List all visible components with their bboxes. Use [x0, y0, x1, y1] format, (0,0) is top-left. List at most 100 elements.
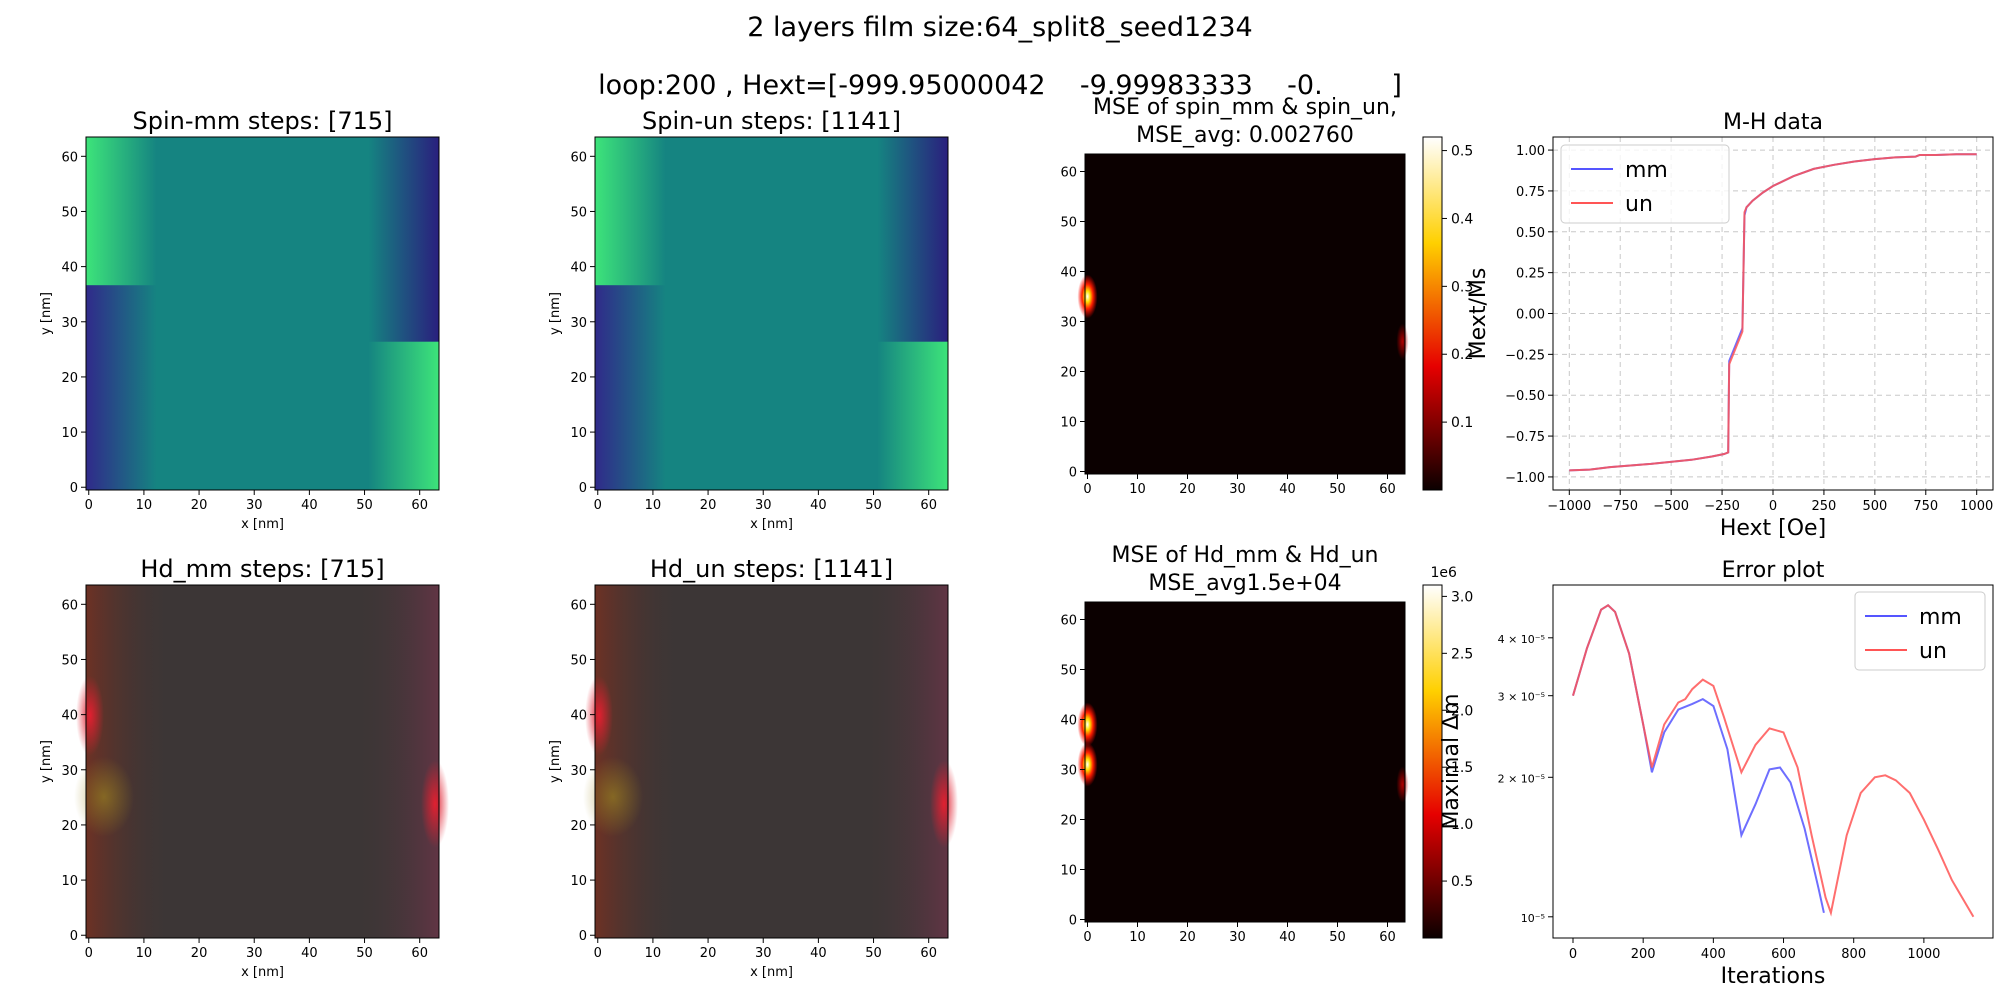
- mh_data-legend-label-mm: mm: [1625, 158, 1668, 183]
- mse_spin-colorbar-label: 0.2: [1451, 347, 1473, 363]
- spin_mm-xtick-label: 20: [191, 498, 208, 513]
- mse_spin-frame: [1084, 153, 1406, 475]
- hd_mm-frame: [85, 584, 440, 939]
- hd_un-xtick-label: 60: [920, 946, 937, 961]
- spin_un-xtick-label: 40: [810, 498, 827, 513]
- hd_un-title: Hd_un steps: [1141]: [650, 555, 893, 583]
- mse_hd-ytick-label: 50: [1060, 664, 1077, 679]
- hd_un-frame: [594, 584, 949, 939]
- spin_mm-ytick-label: 30: [61, 316, 78, 331]
- hd_mm-ytick-label: 50: [61, 653, 78, 668]
- hd_mm-xtick-label: 60: [411, 946, 428, 961]
- error_plot-xtick-label: 200: [1631, 947, 1656, 962]
- mse_spin-ytick-label: 50: [1060, 216, 1077, 231]
- mse_spin-title-line1: MSE of spin_mm & spin_un,: [1093, 95, 1397, 120]
- spin_un-ylabel: y [nm]: [548, 292, 563, 335]
- mh_data-xtick-label: 0: [1769, 499, 1777, 514]
- spin_mm-ytick-label: 40: [61, 261, 78, 276]
- spin_mm-region-bright-right: [368, 341, 439, 490]
- hd_un-glow-left: [583, 756, 643, 837]
- hd_mm-xtick-label: 40: [301, 946, 318, 961]
- mse_spin-xtick-label: 0: [1083, 482, 1091, 497]
- hd_un-hotspot-right: [930, 759, 958, 848]
- figure-suptitle-line2: loop:200 , Hext=[-999.95000042 -9.999833…: [598, 70, 1402, 101]
- mse_hd-colorbar-label: 1.0: [1451, 817, 1473, 833]
- error_plot-xtick-label: 400: [1701, 947, 1726, 962]
- spin_un-region-bright-right: [877, 341, 948, 490]
- spin_mm-xtick-label: 10: [136, 498, 153, 513]
- error_plot-ytick-label: 4 × 10⁻⁵: [1498, 633, 1545, 646]
- spin_un-ytick-label: 60: [570, 150, 587, 165]
- spin_un-region-dark-left: [595, 285, 666, 490]
- hd_mm-xtick-label: 20: [191, 946, 208, 961]
- hd_mm-xtick-label: 30: [246, 946, 263, 961]
- spin_un-ytick-label: 0: [579, 481, 587, 496]
- spin_mm-xlabel: x [nm]: [241, 517, 284, 532]
- spin_mm-xtick-label: 40: [301, 498, 318, 513]
- spin_un-xtick-label: 0: [594, 498, 602, 513]
- mse_spin-colorbar-label: 0.4: [1451, 211, 1473, 227]
- spin_mm-ytick-label: 60: [61, 150, 78, 165]
- mse_hd-ytick-label: 10: [1060, 864, 1077, 879]
- mse_spin-xtick-label: 60: [1379, 482, 1396, 497]
- mse_hd-colorbar-label: 0.5: [1451, 874, 1473, 890]
- mse_spin-ytick-label: 0: [1069, 466, 1077, 481]
- hd_un-ytick-label: 30: [570, 764, 587, 779]
- hd_un-hotspot-left: [585, 675, 613, 756]
- mh_data-title: M-H data: [1723, 110, 1823, 135]
- mse_hd-hotspot: [1396, 766, 1409, 803]
- mh_data-xtick-label: −750: [1602, 499, 1638, 514]
- hd_mm-ytick-label: 10: [61, 874, 78, 889]
- spin_mm-frame: [85, 136, 440, 491]
- mse_hd-frame: [1084, 601, 1406, 923]
- mse_spin-hotspot: [1396, 323, 1409, 360]
- mse_hd-colorbar-label: 2.0: [1451, 703, 1473, 719]
- mse_spin-title-line2: MSE_avg: 0.002760: [1136, 123, 1354, 148]
- hd_mm-title: Hd_mm steps: [715]: [140, 555, 384, 583]
- spin_un-ytick-label: 50: [570, 205, 587, 220]
- mse_spin-ytick-label: 60: [1060, 166, 1077, 181]
- error_plot-series-un: [1572, 604, 1975, 918]
- spin_mm-xtick-label: 50: [356, 498, 373, 513]
- mh_data-ytick-label: 0.50: [1516, 226, 1545, 241]
- spin_mm-ylabel: y [nm]: [39, 292, 54, 335]
- hd_mm-xlabel: x [nm]: [241, 965, 284, 980]
- hd_un-ytick-label: 0: [579, 929, 587, 944]
- mse_spin-xtick-label: 50: [1329, 482, 1346, 497]
- mse_spin-ytick-label: 30: [1060, 316, 1077, 331]
- spin_un-xtick-label: 20: [700, 498, 717, 513]
- hd_mm-xtick-label: 10: [136, 946, 153, 961]
- mse_spin-ytick-label: 20: [1060, 366, 1077, 381]
- mh_data-ytick-label: −1.00: [1505, 471, 1545, 486]
- mse_spin-hotspot: [1077, 274, 1098, 319]
- spin_mm-ytick-label: 20: [61, 371, 78, 386]
- mse_hd-colorbar: [1422, 584, 1443, 939]
- mse_hd-title-line1: MSE of Hd_mm & Hd_un: [1112, 543, 1379, 568]
- spin_un-xtick-label: 10: [645, 498, 662, 513]
- mh_data-xlabel: Hext [Oe]: [1720, 516, 1826, 541]
- spin_mm-ytick-label: 50: [61, 205, 78, 220]
- spin_mm-title: Spin-mm steps: [715]: [132, 107, 392, 135]
- hd_un-ytick-label: 20: [570, 819, 587, 834]
- mse_hd-xtick-label: 60: [1379, 930, 1396, 945]
- mse_spin-xtick-label: 30: [1229, 482, 1246, 497]
- hd_mm-xtick-label: 50: [356, 946, 373, 961]
- error_plot-xtick-label: 0: [1569, 947, 1577, 962]
- hd_un-xtick-label: 0: [594, 946, 602, 961]
- mse_spin-xtick-label: 10: [1129, 482, 1146, 497]
- hd_un-xtick-label: 50: [865, 946, 882, 961]
- spin_un-region-bright-left: [595, 137, 666, 286]
- hd_mm-ytick-label: 30: [61, 764, 78, 779]
- spin_un-frame: [594, 136, 949, 491]
- mh_data-xtick-label: −250: [1704, 499, 1740, 514]
- spin_mm-region-dark-right: [368, 137, 439, 342]
- spin_un-xtick-label: 30: [755, 498, 772, 513]
- hd_mm-hotspot-left: [76, 675, 104, 756]
- mh_data-ytick-label: 1.00: [1516, 144, 1545, 159]
- mse_spin-colorbar-label: 0.3: [1451, 279, 1473, 295]
- mh_data-ytick-label: 0.75: [1516, 185, 1545, 200]
- hd_mm-ytick-label: 20: [61, 819, 78, 834]
- hd_un-ytick-label: 50: [570, 653, 587, 668]
- spin_mm-xtick-label: 0: [85, 498, 93, 513]
